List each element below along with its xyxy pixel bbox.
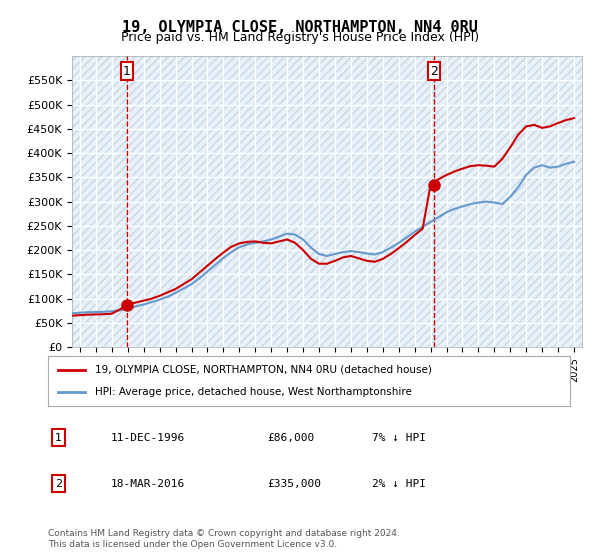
- Text: 2: 2: [430, 65, 438, 78]
- Text: 2% ↓ HPI: 2% ↓ HPI: [371, 479, 425, 488]
- Text: Contains HM Land Registry data © Crown copyright and database right 2024.
This d: Contains HM Land Registry data © Crown c…: [48, 529, 400, 549]
- Text: 11-DEC-1996: 11-DEC-1996: [110, 433, 185, 443]
- Text: 19, OLYMPIA CLOSE, NORTHAMPTON, NN4 0RU (detached house): 19, OLYMPIA CLOSE, NORTHAMPTON, NN4 0RU …: [95, 365, 432, 375]
- Text: HPI: Average price, detached house, West Northamptonshire: HPI: Average price, detached house, West…: [95, 387, 412, 397]
- Text: 2: 2: [55, 479, 62, 488]
- Text: £86,000: £86,000: [267, 433, 314, 443]
- Text: 18-MAR-2016: 18-MAR-2016: [110, 479, 185, 488]
- Text: 1: 1: [123, 65, 131, 78]
- Text: Price paid vs. HM Land Registry's House Price Index (HPI): Price paid vs. HM Land Registry's House …: [121, 31, 479, 44]
- Text: 1: 1: [55, 433, 62, 443]
- Text: £335,000: £335,000: [267, 479, 321, 488]
- Text: 19, OLYMPIA CLOSE, NORTHAMPTON, NN4 0RU: 19, OLYMPIA CLOSE, NORTHAMPTON, NN4 0RU: [122, 20, 478, 35]
- Text: 7% ↓ HPI: 7% ↓ HPI: [371, 433, 425, 443]
